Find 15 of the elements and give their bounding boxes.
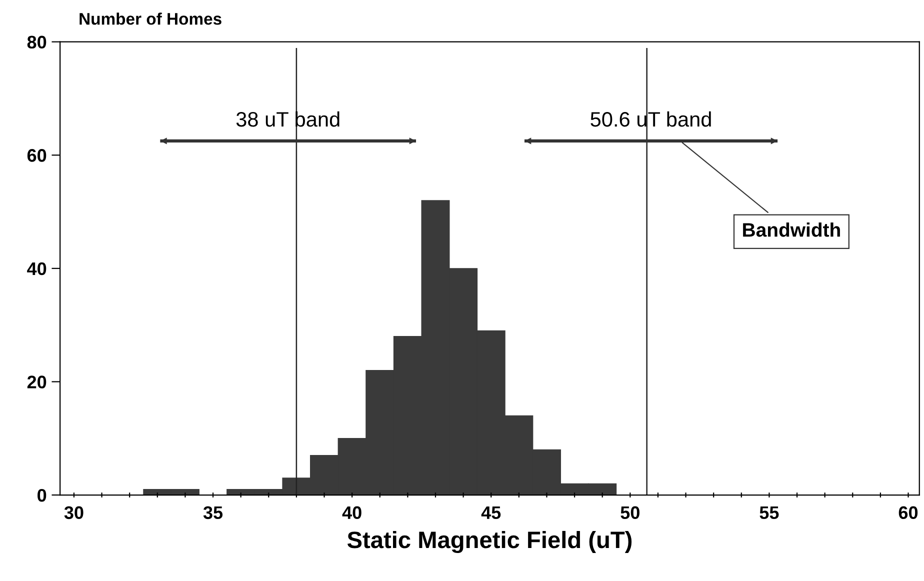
x-tick-label: 60	[898, 506, 918, 520]
y-tick-label: 60	[27, 149, 46, 162]
x-tick-label: 30	[64, 506, 84, 520]
x-tick-label: 35	[203, 506, 223, 520]
x-tick-label: 50	[620, 506, 640, 520]
annotation: Bandwidth	[743, 222, 840, 237]
x-axis-title: Static Magnetic Field (uT)	[347, 530, 632, 554]
x-tick-label: 55	[760, 506, 779, 520]
x-tick-label: 40	[342, 506, 362, 520]
y-tick-label: 40	[27, 262, 46, 276]
x-tick-label: 45	[481, 506, 501, 520]
y-tick-label: 20	[27, 376, 46, 388]
y-tick-label: 80	[27, 36, 46, 49]
y-axis-title: Number of Homes	[80, 12, 222, 25]
y-tick-label: 0	[38, 488, 46, 502]
